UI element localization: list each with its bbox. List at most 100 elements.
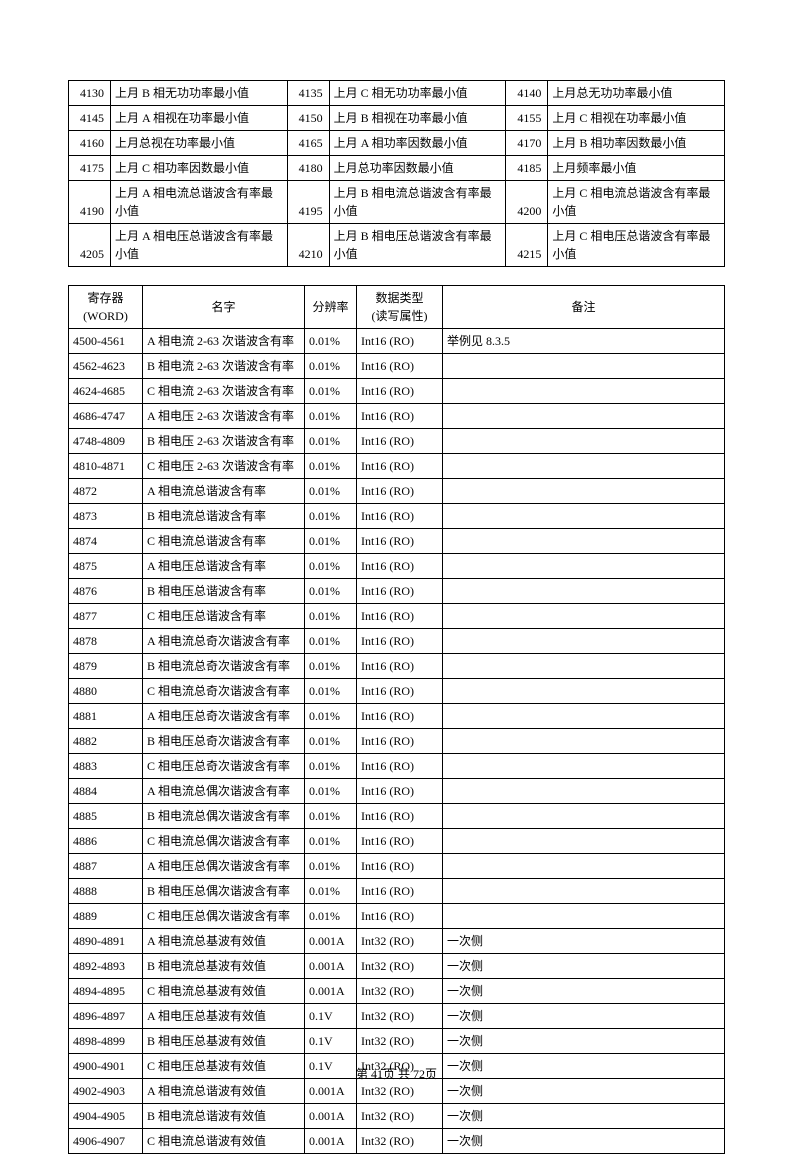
cell-name: A 相电流总偶次谐波含有率 [143, 779, 305, 804]
table-row: 4892-4893B 相电流总基波有效值0.001AInt32 (RO)一次侧 [69, 954, 725, 979]
cell-res: 0.01% [305, 579, 357, 604]
cell-remark [443, 629, 725, 654]
table-row: 4500-4561A 相电流 2-63 次谐波含有率0.01%Int16 (RO… [69, 329, 725, 354]
register-id: 4155 [506, 106, 548, 131]
table-header-row: 寄存器(WORD) 名字 分辨率 数据类型(读写属性) 备注 [69, 286, 725, 329]
cell-type: Int16 (RO) [357, 379, 443, 404]
cell-remark: 举例见 8.3.5 [443, 329, 725, 354]
cell-reg: 4890-4891 [69, 929, 143, 954]
header-datatype: 数据类型(读写属性) [357, 286, 443, 329]
cell-res: 0.001A [305, 1129, 357, 1154]
register-id: 4130 [69, 81, 111, 106]
page-footer: 第 41页 共 72页 [0, 1065, 793, 1082]
cell-type: Int32 (RO) [357, 979, 443, 1004]
table-row: 4904-4905B 相电流总谐波有效值0.001AInt32 (RO)一次侧 [69, 1104, 725, 1129]
cell-res: 0.01% [305, 679, 357, 704]
cell-res: 0.01% [305, 329, 357, 354]
table-row: 4886C 相电流总偶次谐波含有率0.01%Int16 (RO) [69, 829, 725, 854]
cell-reg: 4883 [69, 754, 143, 779]
header-name: 名字 [143, 286, 305, 329]
cell-reg: 4884 [69, 779, 143, 804]
cell-remark [443, 479, 725, 504]
register-summary-table: 4130上月 B 相无功功率最小值4135上月 C 相无功功率最小值4140上月… [68, 80, 725, 267]
cell-reg: 4562-4623 [69, 354, 143, 379]
cell-remark [443, 804, 725, 829]
cell-name: C 相电流总偶次谐波含有率 [143, 829, 305, 854]
header-remark: 备注 [443, 286, 725, 329]
table-row: 4145上月 A 相视在功率最小值4150上月 B 相视在功率最小值4155上月… [69, 106, 725, 131]
cell-reg: 4872 [69, 479, 143, 504]
table-row: 4902-4903A 相电流总谐波有效值0.001AInt32 (RO)一次侧 [69, 1079, 725, 1104]
register-id: 4140 [506, 81, 548, 106]
register-desc: 上月 B 相无功功率最小值 [111, 81, 288, 106]
cell-res: 0.01% [305, 529, 357, 554]
table-row: 4175上月 C 相功率因数最小值4180上月总功率因数最小值4185上月频率最… [69, 156, 725, 181]
cell-name: A 相电压总偶次谐波含有率 [143, 854, 305, 879]
cell-remark [443, 404, 725, 429]
cell-reg: 4902-4903 [69, 1079, 143, 1104]
cell-reg: 4881 [69, 704, 143, 729]
cell-type: Int32 (RO) [357, 1029, 443, 1054]
cell-res: 0.001A [305, 1104, 357, 1129]
cell-type: Int16 (RO) [357, 579, 443, 604]
register-desc: 上月 B 相电流总谐波含有率最小值 [329, 181, 506, 224]
cell-reg: 4879 [69, 654, 143, 679]
cell-remark [443, 454, 725, 479]
register-id: 4170 [506, 131, 548, 156]
cell-name: B 相电流总基波有效值 [143, 954, 305, 979]
cell-remark [443, 829, 725, 854]
cell-reg: 4878 [69, 629, 143, 654]
table-row: 4894-4895C 相电流总基波有效值0.001AInt32 (RO)一次侧 [69, 979, 725, 1004]
register-desc: 上月 C 相电流总谐波含有率最小值 [548, 181, 725, 224]
cell-reg: 4873 [69, 504, 143, 529]
table-row: 4686-4747A 相电压 2-63 次谐波含有率0.01%Int16 (RO… [69, 404, 725, 429]
cell-reg: 4500-4561 [69, 329, 143, 354]
cell-remark: 一次侧 [443, 929, 725, 954]
cell-res: 0.01% [305, 704, 357, 729]
cell-type: Int16 (RO) [357, 679, 443, 704]
header-resolution: 分辨率 [305, 286, 357, 329]
cell-res: 0.01% [305, 829, 357, 854]
cell-reg: 4887 [69, 854, 143, 879]
cell-name: B 相电压总谐波含有率 [143, 579, 305, 604]
table-row: 4884A 相电流总偶次谐波含有率0.01%Int16 (RO) [69, 779, 725, 804]
cell-name: B 相电压总偶次谐波含有率 [143, 879, 305, 904]
cell-remark: 一次侧 [443, 1004, 725, 1029]
cell-res: 0.01% [305, 604, 357, 629]
header-register: 寄存器(WORD) [69, 286, 143, 329]
register-id: 4215 [506, 224, 548, 267]
register-desc: 上月总功率因数最小值 [329, 156, 506, 181]
cell-name: C 相电流总谐波有效值 [143, 1129, 305, 1154]
cell-reg: 4904-4905 [69, 1104, 143, 1129]
cell-name: A 相电压总奇次谐波含有率 [143, 704, 305, 729]
cell-name: B 相电压 2-63 次谐波含有率 [143, 429, 305, 454]
table-row: 4889C 相电压总偶次谐波含有率0.01%Int16 (RO) [69, 904, 725, 929]
cell-name: B 相电流总奇次谐波含有率 [143, 654, 305, 679]
cell-res: 0.01% [305, 729, 357, 754]
cell-reg: 4906-4907 [69, 1129, 143, 1154]
cell-name: B 相电压总基波有效值 [143, 1029, 305, 1054]
register-desc: 上月 A 相电流总谐波含有率最小值 [111, 181, 288, 224]
cell-type: Int32 (RO) [357, 1004, 443, 1029]
register-id: 4135 [287, 81, 329, 106]
register-detail-table: 寄存器(WORD) 名字 分辨率 数据类型(读写属性) 备注 4500-4561… [68, 285, 725, 1154]
cell-name: B 相电流总谐波有效值 [143, 1104, 305, 1129]
table-row: 4160上月总视在功率最小值4165上月 A 相功率因数最小值4170上月 B … [69, 131, 725, 156]
cell-name: A 相电压 2-63 次谐波含有率 [143, 404, 305, 429]
cell-name: B 相电压总奇次谐波含有率 [143, 729, 305, 754]
cell-type: Int32 (RO) [357, 1104, 443, 1129]
table-row: 4879B 相电流总奇次谐波含有率0.01%Int16 (RO) [69, 654, 725, 679]
cell-type: Int16 (RO) [357, 879, 443, 904]
cell-type: Int16 (RO) [357, 479, 443, 504]
cell-name: A 相电压总基波有效值 [143, 1004, 305, 1029]
cell-name: C 相电流总基波有效值 [143, 979, 305, 1004]
table-row: 4882B 相电压总奇次谐波含有率0.01%Int16 (RO) [69, 729, 725, 754]
register-desc: 上月 A 相功率因数最小值 [329, 131, 506, 156]
cell-type: Int16 (RO) [357, 604, 443, 629]
register-desc: 上月 B 相功率因数最小值 [548, 131, 725, 156]
cell-remark [443, 504, 725, 529]
cell-remark [443, 604, 725, 629]
cell-type: Int16 (RO) [357, 329, 443, 354]
cell-reg: 4810-4871 [69, 454, 143, 479]
cell-name: A 相电流总谐波有效值 [143, 1079, 305, 1104]
